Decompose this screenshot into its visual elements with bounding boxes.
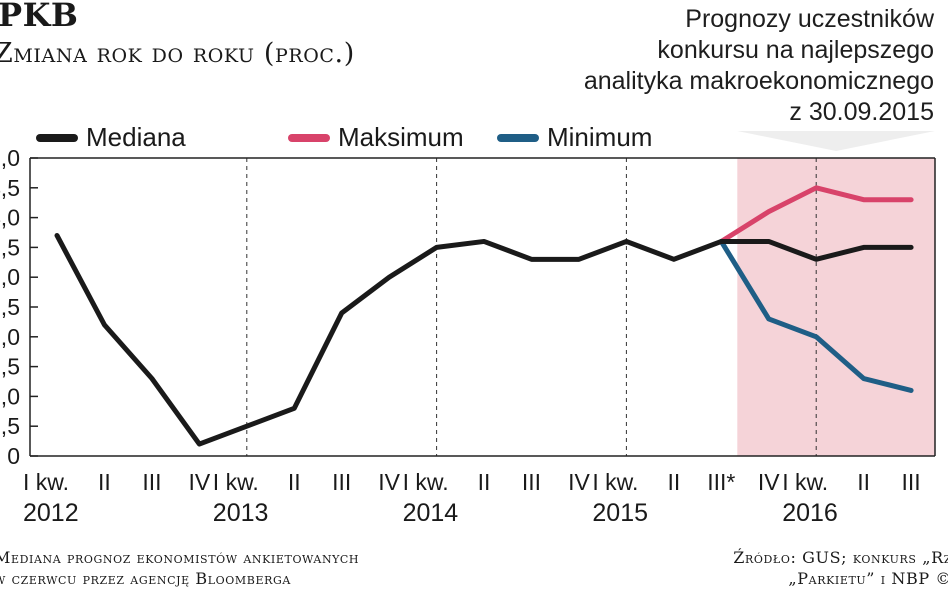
x-tick-label: III	[522, 469, 541, 495]
annotation-line: analityka makroekonomicznego	[583, 67, 934, 95]
x-tick-label: II	[98, 469, 111, 495]
year-label: 2014	[403, 499, 459, 527]
x-tick-label: III	[332, 469, 351, 495]
x-tick-label: I kw.	[23, 469, 69, 495]
chart-title: PKB	[0, 0, 79, 34]
x-tick-label: III	[902, 469, 921, 495]
footer-note: Mediana prognoz ekonomistów ankietowanyc…	[0, 547, 359, 589]
footer-note-line: Mediana prognoz ekonomistów ankietowanyc…	[0, 548, 360, 567]
y-tick-label: 4,5	[0, 175, 20, 201]
footer-source-line: Źródło: GUS; konkurs „Rz	[733, 548, 948, 567]
annotation-line: konkursu na najlepszego	[657, 36, 934, 64]
series-line-mediana	[54, 232, 914, 447]
footer-note-line: w czerwcu przez agencję Bloomberga	[0, 569, 291, 588]
x-tick-label: I kw.	[592, 469, 638, 495]
legend-item-mediana: Mediana	[36, 122, 186, 153]
y-tick-label: 2,0	[0, 324, 20, 350]
x-tick-label: I kw.	[213, 469, 259, 495]
x-tick-label: IV	[568, 469, 590, 495]
y-tick-label: 0,5	[0, 413, 20, 439]
year-label: 2013	[213, 499, 269, 527]
annotation-line: z 30.09.2015	[789, 98, 934, 126]
series-line-minimum	[718, 238, 914, 393]
chart-subtitle: Zmiana rok do roku (proc.)	[0, 38, 355, 69]
x-tick-label: II	[667, 469, 680, 495]
y-tick-label: 0	[7, 443, 20, 469]
year-label: 2016	[782, 499, 838, 527]
footer-source: Źródło: GUS; konkurs „Rz „Parkietu” i NB…	[733, 547, 948, 589]
legend-label: Mediana	[86, 122, 186, 152]
x-tick-label: III*	[707, 469, 735, 495]
forecast-annotation: Prognozy uczestników konkursu na najleps…	[584, 4, 934, 128]
legend-swatch	[288, 133, 330, 142]
x-tick-label: II	[288, 469, 301, 495]
y-tick-label: 3,0	[0, 264, 20, 290]
legend-item-maksimum: Maksimum	[288, 122, 464, 153]
legend-label: Minimum	[547, 122, 653, 152]
forecast-shade	[737, 158, 935, 456]
x-tick-label: IV	[378, 469, 400, 495]
forecast-arrow-icon	[737, 131, 935, 151]
y-tick-label: 4,0	[0, 205, 20, 231]
axis-labels: 00,51,01,52,02,53,03,54,04,55,0I kw.IIII…	[0, 145, 921, 527]
grid-lines	[246, 158, 817, 456]
x-tick-label: IV	[758, 469, 780, 495]
y-tick-label: 3,5	[0, 234, 20, 260]
year-label: 2015	[592, 499, 648, 527]
legend-swatch	[497, 133, 539, 142]
x-tick-label: I kw.	[782, 469, 828, 495]
annotation-line: Prognozy uczestników	[685, 5, 934, 33]
legend-swatch	[36, 133, 78, 142]
axes	[29, 157, 936, 457]
footer-source-line: „Parkietu” i NBP ©	[788, 569, 948, 588]
x-tick-label: II	[857, 469, 870, 495]
series-line-maksimum	[718, 185, 914, 244]
legend-label: Maksimum	[338, 122, 464, 152]
x-tick-label: II	[478, 469, 491, 495]
y-tick-label: 5,0	[0, 145, 20, 171]
series-layer	[54, 185, 914, 447]
year-label: 2012	[23, 499, 79, 527]
legend-item-minimum: Minimum	[497, 122, 652, 153]
x-tick-label: IV	[188, 469, 210, 495]
x-tick-label: I kw.	[403, 469, 449, 495]
y-tick-label: 2,5	[0, 294, 20, 320]
y-tick-label: 1,0	[0, 383, 20, 409]
y-tick-label: 1,5	[0, 354, 20, 380]
x-tick-label: III	[142, 469, 161, 495]
